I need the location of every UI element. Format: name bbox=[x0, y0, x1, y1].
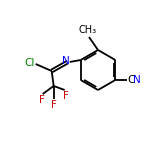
Text: F: F bbox=[39, 95, 45, 105]
Text: N: N bbox=[62, 57, 70, 67]
Text: N: N bbox=[133, 75, 141, 85]
Text: CH₃: CH₃ bbox=[79, 25, 97, 35]
Text: C: C bbox=[127, 75, 135, 85]
Text: F: F bbox=[63, 91, 69, 101]
Text: Cl: Cl bbox=[24, 58, 35, 68]
Text: F: F bbox=[51, 100, 57, 110]
